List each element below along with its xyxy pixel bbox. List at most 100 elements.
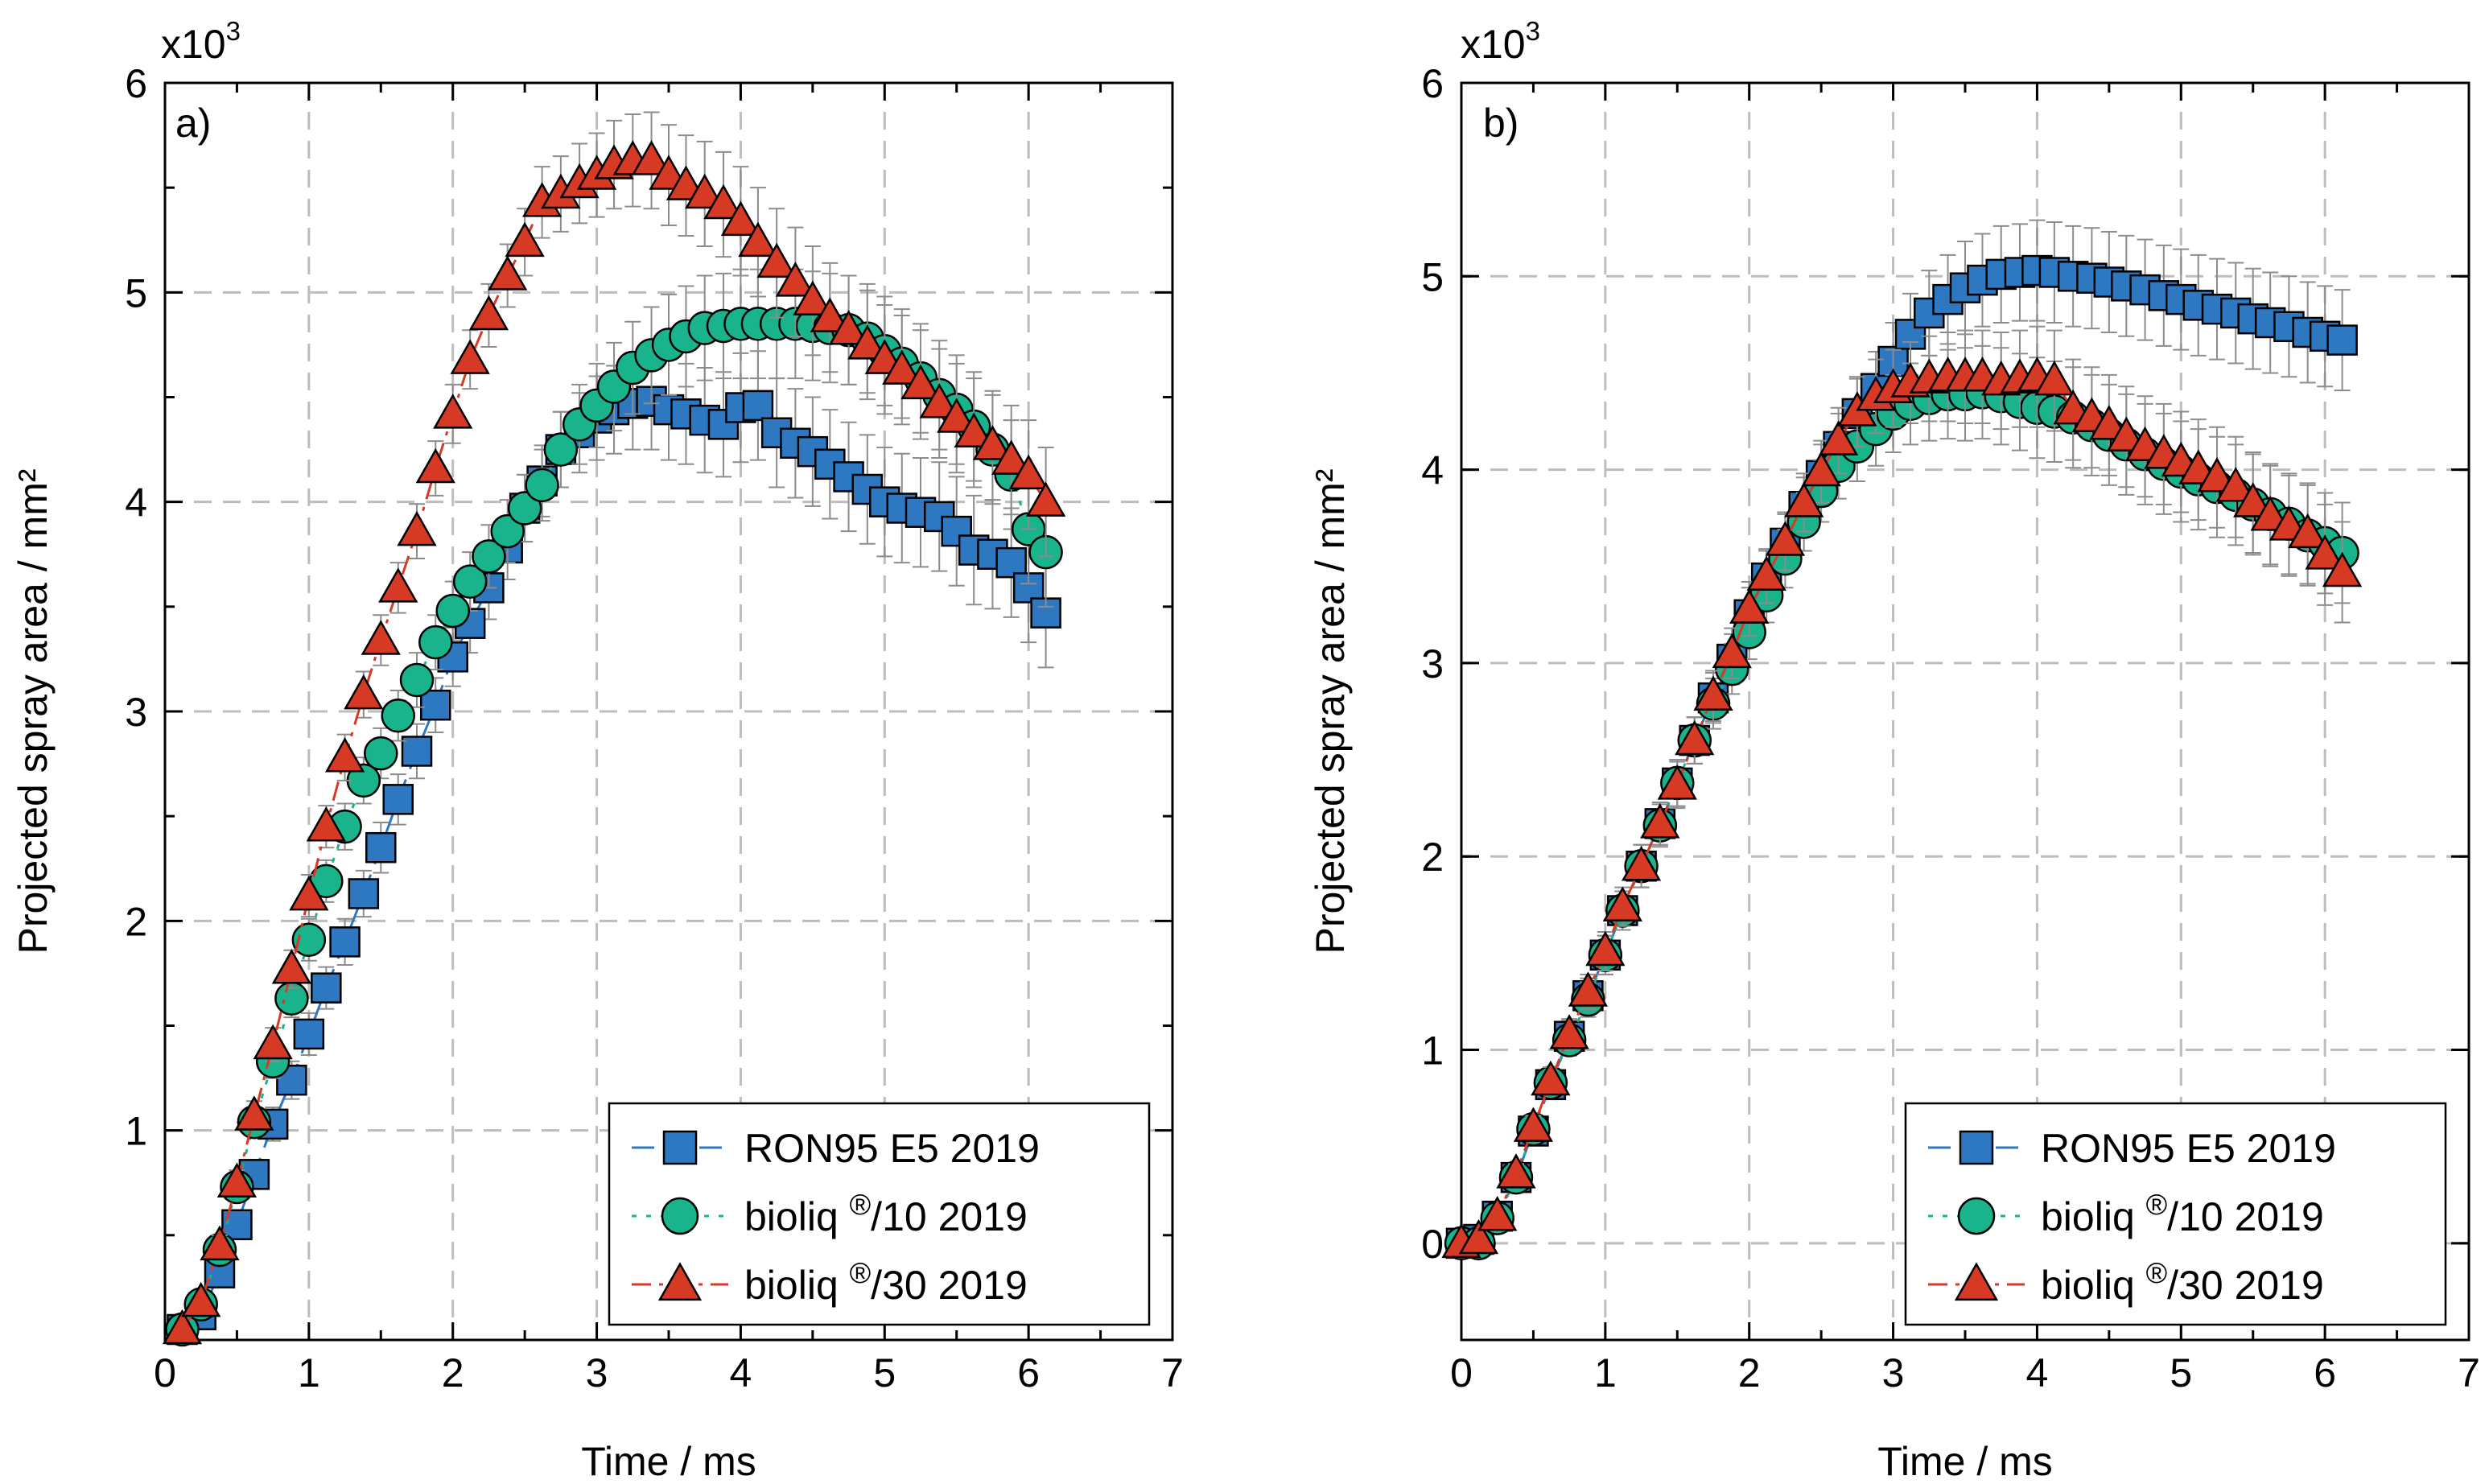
x-tick-label: 0 (154, 1350, 176, 1395)
data-point (488, 255, 528, 291)
data-point (631, 140, 672, 175)
data-point (418, 625, 453, 660)
data-point (306, 806, 346, 842)
data-point (452, 564, 488, 599)
legend-label-rest: /10 2019 (2167, 1194, 2324, 1239)
legend-box (608, 1102, 1151, 1326)
data-point (2288, 513, 2328, 549)
y-tick-label: 2 (125, 899, 147, 944)
axis-multiplier-exponent: 3 (1526, 16, 1540, 46)
data-point (2322, 551, 2363, 587)
data-point (738, 221, 778, 258)
data-point (311, 972, 342, 1004)
data-point (399, 662, 435, 698)
legend-label-rest: /10 2019 (871, 1194, 1028, 1239)
data-point (703, 183, 744, 220)
y-tick-label: 1 (1421, 1028, 1444, 1074)
series-bioliq30 (162, 111, 1066, 1345)
y-tick-label: 1 (125, 1109, 147, 1154)
data-point (900, 364, 941, 400)
data-point (1568, 971, 1609, 1007)
x-tick-label: 4 (730, 1350, 752, 1395)
y-tick-label: 5 (125, 270, 147, 315)
data-point (293, 1018, 325, 1050)
data-point (2326, 324, 2358, 356)
x-axis-title: Time / ms (1877, 1439, 2053, 1484)
data-point (1729, 588, 1770, 624)
legend-box (1904, 1102, 2447, 1326)
y-tick-label: 4 (1421, 448, 1444, 493)
legend-label-rest: /30 2019 (871, 1263, 1028, 1308)
data-point (1025, 481, 1066, 517)
data-point (937, 398, 977, 433)
data-point (1746, 555, 1786, 592)
data-point (381, 698, 415, 733)
legend-marker-bioliq10 (661, 1197, 699, 1235)
data-point (793, 280, 833, 316)
axis-multiplier: x103 (161, 16, 241, 67)
legend-label-sup: ® (2146, 1256, 2168, 1289)
y-axis-title: Projected spray area / mm² (10, 469, 56, 954)
x-tick-label: 7 (2458, 1350, 2480, 1395)
legend-marker-ron95 (662, 1130, 698, 1165)
x-tick-label: 7 (1161, 1350, 1184, 1395)
data-point (828, 309, 869, 345)
legend-label-bioliq10: bioliq ®/10 2019 (744, 1188, 1028, 1239)
legend-label-rest: /30 2019 (2167, 1263, 2324, 1308)
data-point (2233, 482, 2273, 517)
panel-label: b) (1483, 101, 1519, 146)
data-point (364, 736, 398, 771)
x-tick-label: 2 (442, 1350, 464, 1395)
series-bioliq30 (1441, 325, 2363, 1259)
data-point (810, 297, 850, 332)
legend-label-bioliq30: bioliq ®/30 2019 (744, 1256, 1028, 1308)
data-point (1008, 454, 1049, 490)
data-point (525, 468, 559, 503)
legend-label-sup: ® (850, 1256, 872, 1289)
data-point (1765, 521, 1806, 556)
x-axis-title: Time / ms (581, 1439, 756, 1484)
data-point (2034, 360, 2075, 396)
axis-multiplier-exponent: 3 (226, 16, 241, 46)
data-point (2250, 496, 2290, 531)
data-point (181, 1281, 221, 1317)
data-point (2197, 457, 2237, 493)
data-point (1818, 420, 1859, 456)
panel-label: a) (175, 101, 211, 146)
y-tick-label: 0 (1421, 1222, 1444, 1267)
x-tick-label: 1 (1594, 1350, 1617, 1395)
data-point (344, 674, 384, 710)
data-point (1640, 803, 1680, 839)
x-tick-label: 1 (298, 1350, 320, 1395)
data-point (742, 390, 774, 422)
data-point (2106, 416, 2146, 452)
ticks: 0 1 2 3 4 5 6 7 1 2 3 4 5 6 (125, 61, 1184, 1395)
x-tick-label: 2 (1738, 1350, 1761, 1395)
data-point (1513, 1107, 1554, 1142)
axis-multiplier: x103 (1461, 16, 1540, 67)
data-point (1477, 1195, 1518, 1231)
x-tick-label: 3 (586, 1350, 608, 1395)
data-point (991, 439, 1032, 475)
data-point (271, 948, 312, 984)
x-tick-label: 6 (2314, 1350, 2336, 1395)
data-point (685, 173, 725, 209)
axis-multiplier-base: x10 (1461, 22, 1526, 67)
data-point (348, 878, 380, 909)
ticks: 0 1 2 3 4 5 6 7 0 1 2 3 4 5 6 (1421, 61, 2480, 1395)
data-point (1496, 1153, 1536, 1189)
y-tick-label: 4 (125, 480, 147, 526)
legend-label-sup: ® (850, 1188, 872, 1221)
data-point (507, 491, 542, 526)
series-ron95 (1445, 219, 2358, 1259)
x-tick-label: 5 (2170, 1350, 2192, 1395)
legend-marker-bioliq30 (657, 1262, 703, 1301)
data-point (420, 689, 451, 721)
data-point (2089, 405, 2129, 440)
data-point (882, 349, 922, 385)
data-point (775, 262, 816, 297)
data-point (450, 339, 490, 374)
